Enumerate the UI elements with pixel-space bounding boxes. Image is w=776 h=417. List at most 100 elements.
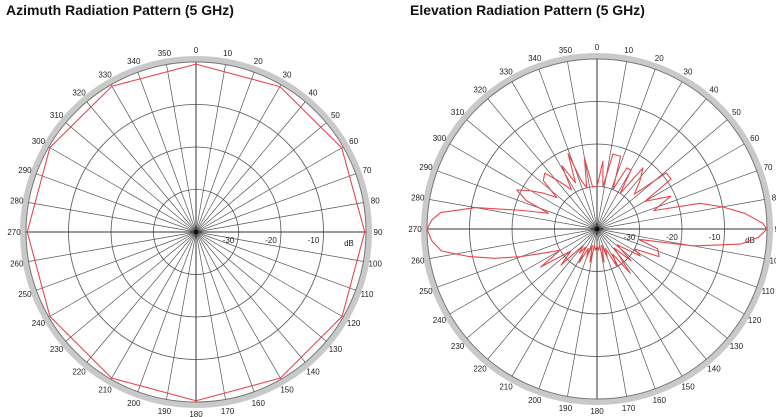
angle-tick-label: 320 [72, 89, 86, 98]
angle-tick-label: 10 [624, 46, 633, 55]
angular-gridline [596, 228, 627, 397]
angle-tick-label: 170 [622, 404, 636, 413]
angle-tick-label: 220 [473, 364, 487, 373]
angle-tick-label: 20 [254, 57, 263, 66]
angular-gridline [567, 228, 598, 397]
angular-gridline [36, 173, 197, 233]
angular-gridline [110, 84, 197, 233]
angle-tick-label: 130 [329, 345, 343, 354]
angular-gridline [195, 231, 356, 291]
angular-gridline [596, 119, 728, 230]
angle-tick-label: 130 [730, 342, 744, 351]
angular-gridline [195, 64, 226, 233]
angular-gridline [596, 170, 757, 230]
radial-tick-label: -20 [666, 233, 678, 242]
pattern-series-line [26, 63, 366, 402]
angle-tick-label: 180 [590, 407, 604, 416]
angular-gridline [195, 231, 226, 400]
angular-gridline [36, 231, 197, 291]
angular-gridline [511, 81, 598, 230]
outer-ring [20, 56, 372, 408]
angle-tick-label: 170 [221, 407, 235, 416]
angle-tick-label: 240 [433, 316, 447, 325]
angle-tick-label: 120 [748, 316, 762, 325]
angular-gridline [195, 231, 344, 318]
angle-tick-label: 70 [764, 163, 773, 172]
angle-tick-label: 160 [252, 399, 266, 408]
angular-gridline [195, 231, 306, 363]
angle-tick-label: 50 [732, 108, 741, 117]
angle-tick-label: 290 [419, 163, 433, 172]
angle-tick-label: 280 [10, 196, 24, 205]
angle-tick-label: 280 [411, 193, 425, 202]
angular-gridline [596, 228, 765, 259]
angular-gridline [137, 72, 197, 233]
angular-gridline [137, 231, 197, 392]
angular-gridline [487, 98, 598, 230]
angular-gridline [195, 202, 364, 233]
angular-gridline [195, 84, 282, 233]
angle-tick-label: 230 [50, 345, 64, 354]
angle-tick-label: 20 [655, 54, 664, 63]
angular-gridline [449, 143, 598, 230]
angular-gridline [28, 231, 197, 262]
angular-gridline [596, 143, 745, 230]
angle-tick-label: 0 [595, 43, 600, 52]
angle-tick-label: 290 [18, 166, 32, 175]
angular-gridline [596, 228, 683, 377]
radial-tick-label: -10 [308, 236, 320, 245]
angular-gridline [429, 228, 598, 259]
elevation-chart-title: Elevation Radiation Pattern (5 GHz) [410, 2, 645, 18]
angle-tick-label: 60 [349, 137, 358, 146]
angular-gridline [65, 122, 197, 233]
angular-gridline [195, 173, 356, 233]
angular-gridline [567, 61, 598, 230]
angle-tick-label: 200 [127, 399, 141, 408]
angular-gridline [86, 101, 197, 233]
angular-gridline [166, 64, 197, 233]
angular-gridline [195, 231, 364, 262]
angle-tick-label: 30 [684, 67, 693, 76]
azimuth-chart-title: Azimuth Radiation Pattern (5 GHz) [6, 2, 234, 18]
angular-gridline [487, 228, 598, 360]
center-point [193, 229, 199, 235]
angular-gridline [86, 231, 197, 363]
azimuth-polar-chart: 0 10 20 30 40 50 60 70 80 90 100 110 120 130 140 150 160… [7, 46, 383, 417]
radial-tick-label: -30 [624, 233, 636, 242]
angle-tick-label: 160 [653, 396, 667, 405]
angular-gridline [195, 146, 344, 233]
angle-tick-label: 40 [309, 89, 318, 98]
angle-tick-label: 340 [528, 54, 542, 63]
angular-gridline [28, 202, 197, 233]
angular-gridline [110, 231, 197, 380]
angular-gridline [195, 122, 327, 233]
angular-gridline [596, 81, 683, 230]
angle-tick-label: 50 [331, 111, 340, 120]
angle-tick-label: 70 [363, 166, 372, 175]
angular-gridline [437, 228, 598, 288]
angle-tick-label: 30 [283, 70, 292, 79]
angle-tick-label: 150 [681, 383, 695, 392]
angular-gridline [195, 231, 255, 392]
angular-gridline [538, 69, 598, 230]
angle-tick-label: 10 [223, 49, 232, 58]
angular-gridline [429, 199, 598, 230]
angle-tick-label: 300 [32, 137, 46, 146]
angle-tick-label: 240 [32, 319, 46, 328]
outer-ring [421, 53, 773, 405]
angle-tick-label: 350 [559, 46, 573, 55]
angle-tick-label: 150 [280, 386, 294, 395]
angle-tick-label: 310 [451, 108, 465, 117]
angle-tick-label: 310 [50, 111, 64, 120]
angular-gridline [195, 231, 327, 342]
angular-gridline [166, 231, 197, 400]
angular-gridline [466, 119, 598, 230]
angle-tick-label: 180 [189, 410, 203, 417]
angle-tick-label: 190 [559, 404, 573, 413]
angle-tick-label: 210 [98, 386, 112, 395]
angle-tick-label: 90 [374, 228, 383, 237]
angle-tick-label: 250 [419, 287, 433, 296]
angular-gridline [596, 69, 656, 230]
angle-tick-label: 220 [72, 367, 86, 376]
